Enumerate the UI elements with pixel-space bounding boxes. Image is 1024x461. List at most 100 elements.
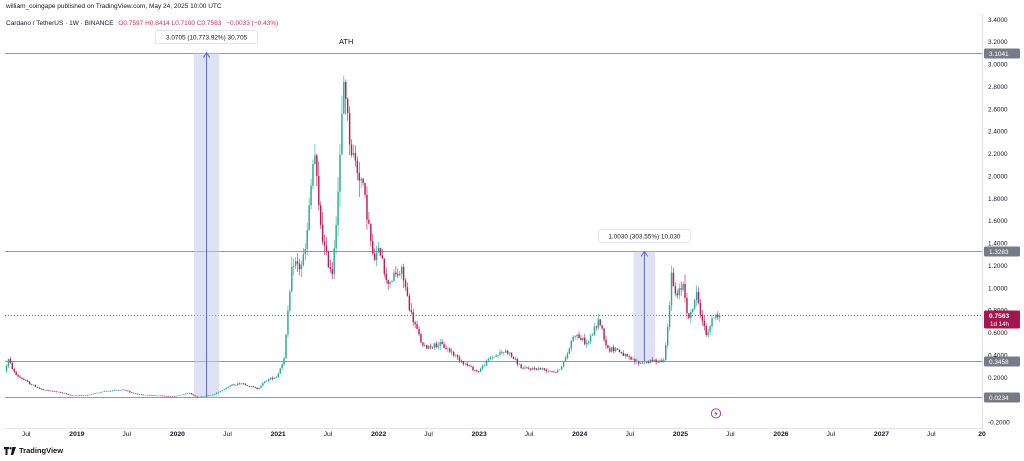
candle-body[interactable]: [416, 324, 418, 329]
candle-body[interactable]: [429, 346, 432, 348]
candle-body[interactable]: [717, 314, 719, 318]
candle-body[interactable]: [300, 264, 303, 270]
candle-body[interactable]: [607, 345, 609, 349]
candle-body[interactable]: [343, 81, 345, 114]
candle-body[interactable]: [23, 379, 25, 380]
candle-body[interactable]: [636, 361, 638, 363]
candle-body[interactable]: [229, 385, 231, 387]
candle-body[interactable]: [566, 353, 569, 358]
candle-body[interactable]: [649, 359, 652, 364]
candle-body[interactable]: [348, 112, 351, 145]
candle-body[interactable]: [690, 311, 692, 319]
candle-body[interactable]: [92, 393, 94, 395]
candle-body[interactable]: [154, 395, 156, 397]
candle-body[interactable]: [94, 393, 96, 394]
candle-body[interactable]: [181, 394, 183, 396]
candle-body[interactable]: [57, 391, 60, 393]
candle-body[interactable]: [516, 359, 519, 365]
candle-body[interactable]: [100, 392, 102, 393]
candle-body[interactable]: [98, 392, 100, 394]
candle-body[interactable]: [443, 344, 445, 348]
candle-body[interactable]: [435, 343, 438, 348]
candle-body[interactable]: [585, 342, 588, 345]
candle-body[interactable]: [406, 287, 409, 296]
candle-body[interactable]: [84, 394, 87, 396]
candle-body[interactable]: [254, 387, 256, 388]
candle-body[interactable]: [433, 343, 436, 348]
candle-body[interactable]: [90, 394, 93, 395]
candle-body[interactable]: [568, 348, 571, 354]
candle-body[interactable]: [570, 340, 573, 349]
candle-body[interactable]: [208, 395, 210, 396]
candle-body[interactable]: [437, 345, 440, 348]
candle-body[interactable]: [306, 230, 308, 249]
candle-body[interactable]: [80, 395, 83, 396]
candle-body[interactable]: [275, 376, 278, 378]
measure-label-box[interactable]: [598, 229, 691, 243]
candle-body[interactable]: [287, 310, 289, 335]
candle-body[interactable]: [576, 334, 578, 337]
candle-body[interactable]: [657, 362, 659, 363]
candle-body[interactable]: [225, 387, 227, 390]
candle-body[interactable]: [557, 369, 559, 373]
candle-body[interactable]: [427, 346, 430, 349]
candle-body[interactable]: [102, 391, 104, 393]
candle-body[interactable]: [206, 395, 208, 397]
candle-body[interactable]: [541, 368, 544, 370]
candle-body[interactable]: [408, 295, 411, 311]
candle-body[interactable]: [599, 319, 601, 326]
candle-body[interactable]: [485, 360, 488, 366]
candle-body[interactable]: [55, 391, 58, 393]
candle-body[interactable]: [508, 352, 511, 354]
horizontal-levels[interactable]: [5, 53, 982, 398]
candle-body[interactable]: [651, 359, 653, 362]
candle-body[interactable]: [277, 373, 280, 377]
candle-body[interactable]: [424, 345, 426, 346]
candle-body[interactable]: [697, 291, 700, 304]
candle-body[interactable]: [639, 362, 642, 364]
candle-body[interactable]: [709, 326, 711, 332]
candle-body[interactable]: [61, 392, 64, 394]
candle-body[interactable]: [360, 178, 362, 181]
candle-body[interactable]: [418, 328, 420, 335]
candle-body[interactable]: [335, 224, 337, 249]
candle-body[interactable]: [246, 385, 249, 386]
candle-body[interactable]: [144, 394, 147, 396]
candle-body[interactable]: [34, 384, 37, 387]
candle-body[interactable]: [339, 154, 341, 192]
lightning-icon[interactable]: [710, 408, 722, 419]
candle-body[interactable]: [593, 326, 596, 335]
candle-body[interactable]: [121, 389, 123, 391]
candle-body[interactable]: [711, 318, 713, 327]
candles[interactable]: [5, 75, 721, 398]
candle-body[interactable]: [535, 368, 538, 370]
candle-body[interactable]: [478, 371, 480, 372]
candle-body[interactable]: [69, 394, 71, 396]
candle-body[interactable]: [252, 386, 254, 388]
candle-body[interactable]: [71, 395, 73, 397]
candle-body[interactable]: [674, 286, 677, 294]
candle-body[interactable]: [117, 390, 120, 391]
candle-body[interactable]: [489, 357, 492, 359]
candle-body[interactable]: [333, 248, 335, 274]
candle-body[interactable]: [273, 377, 276, 379]
candle-body[interactable]: [688, 313, 690, 319]
candle-body[interactable]: [643, 362, 646, 364]
candle-body[interactable]: [479, 368, 482, 372]
price-axis[interactable]: -0.20000.20000.40000.60000.80001.00001.2…: [982, 14, 1021, 432]
candle-body[interactable]: [115, 390, 118, 391]
candle-body[interactable]: [578, 334, 580, 339]
candle-body[interactable]: [375, 252, 378, 261]
candle-body[interactable]: [564, 357, 567, 362]
candle-body[interactable]: [271, 377, 274, 379]
candle-body[interactable]: [237, 383, 239, 386]
candle-body[interactable]: [44, 389, 46, 391]
candle-body[interactable]: [393, 272, 395, 281]
candle-body[interactable]: [119, 389, 121, 391]
candle-body[interactable]: [136, 393, 139, 395]
candle-body[interactable]: [231, 384, 233, 386]
candle-body[interactable]: [161, 395, 164, 397]
candle-body[interactable]: [267, 379, 270, 381]
candle-body[interactable]: [715, 314, 717, 318]
candle-body[interactable]: [420, 334, 422, 343]
